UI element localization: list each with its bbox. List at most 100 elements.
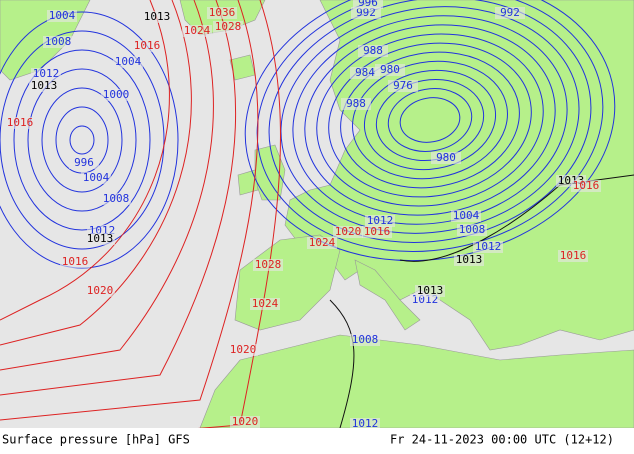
label-bg bbox=[307, 237, 337, 249]
label-bg bbox=[47, 10, 77, 22]
isobar-label: 992 bbox=[356, 6, 376, 19]
label-bg bbox=[495, 7, 525, 19]
isobar-label: 1008 bbox=[459, 223, 486, 236]
isobar bbox=[0, 0, 259, 421]
label-bg bbox=[253, 259, 283, 271]
label-bg bbox=[101, 89, 131, 101]
isobar-label: 1004 bbox=[49, 9, 76, 22]
label-bg bbox=[230, 416, 260, 428]
label-bg bbox=[473, 241, 503, 253]
isobar-label: 1008 bbox=[103, 192, 130, 205]
label-bg bbox=[182, 25, 212, 37]
isobar bbox=[0, 0, 214, 371]
label-bg bbox=[341, 98, 371, 110]
isobar bbox=[340, 51, 520, 189]
isobar-label: 1028 bbox=[215, 20, 242, 33]
isobar-label: 1004 bbox=[453, 209, 480, 222]
isobar-label: 1020 bbox=[335, 225, 362, 238]
isobar-label: 996 bbox=[358, 0, 378, 9]
isobar-label: 1016 bbox=[7, 116, 34, 129]
isobar-label: 1008 bbox=[45, 35, 72, 48]
isobar-label: 988 bbox=[346, 97, 366, 110]
isobar bbox=[69, 125, 95, 155]
isobar bbox=[256, 0, 604, 253]
isobar bbox=[292, 15, 568, 225]
label-bg bbox=[81, 172, 111, 184]
isobar-label: 976 bbox=[393, 79, 413, 92]
isobar-label: 1016 bbox=[573, 179, 600, 192]
label-bg bbox=[431, 152, 461, 164]
isobar bbox=[352, 60, 508, 180]
footer-bar bbox=[0, 428, 634, 450]
isobar bbox=[316, 33, 544, 207]
isobar-label: 988 bbox=[363, 44, 383, 57]
label-bg bbox=[350, 67, 380, 79]
valid-time: Fr 24-11-2023 00:00 UTC (12+12) bbox=[390, 433, 614, 447]
isobar bbox=[27, 68, 137, 212]
isobar bbox=[41, 87, 123, 193]
isobar-label: 1013 bbox=[456, 253, 483, 266]
label-bg bbox=[132, 40, 162, 52]
label-bg bbox=[388, 80, 418, 92]
isobar-label: 1012 bbox=[367, 214, 394, 227]
label-bg bbox=[101, 193, 131, 205]
isobar-label: 1016 bbox=[134, 39, 161, 52]
label-bg bbox=[60, 256, 90, 268]
isobar-label: 1008 bbox=[352, 333, 379, 346]
isobar-label: 1012 bbox=[33, 67, 60, 80]
isobar bbox=[0, 0, 192, 346]
isobar bbox=[0, 0, 237, 396]
isobar-label: 1016 bbox=[62, 255, 89, 268]
isobar bbox=[280, 6, 580, 234]
isobar-label: 1000 bbox=[103, 88, 130, 101]
isobar-label: 1020 bbox=[232, 415, 259, 428]
isobar-label: 1028 bbox=[255, 258, 282, 271]
isobar bbox=[13, 49, 151, 231]
isobar-label: 1016 bbox=[560, 249, 587, 262]
isobar bbox=[399, 97, 461, 143]
label-bg bbox=[353, 0, 383, 9]
label-bg bbox=[43, 36, 73, 48]
label-bg bbox=[69, 157, 99, 169]
isobar-label: 1020 bbox=[230, 343, 257, 356]
isobar-label: 996 bbox=[74, 156, 94, 169]
label-bg bbox=[250, 298, 280, 310]
isobar-label: 1036 bbox=[209, 6, 236, 19]
isobar-label: 1013 bbox=[417, 284, 444, 297]
isobar-label: 1024 bbox=[252, 297, 279, 310]
label-bg bbox=[142, 11, 172, 23]
label-bg bbox=[375, 64, 405, 76]
isobar-label: 1024 bbox=[309, 236, 336, 249]
isobar-label: 980 bbox=[380, 63, 400, 76]
label-bg bbox=[29, 80, 59, 92]
isobar bbox=[399, 174, 634, 262]
label-bg bbox=[85, 285, 115, 297]
isobar-label: 1012 bbox=[475, 240, 502, 253]
isobar bbox=[0, 0, 281, 446]
label-bg bbox=[207, 7, 237, 19]
isobar-label: 980 bbox=[436, 151, 456, 164]
isobar-label: 1013 bbox=[144, 10, 171, 23]
isobar-label: 1016 bbox=[364, 225, 391, 238]
isobar-label: 1020 bbox=[87, 284, 114, 297]
isobar-label: 1013 bbox=[31, 79, 58, 92]
isobar bbox=[0, 0, 170, 321]
label-bg bbox=[31, 68, 61, 80]
isobar bbox=[387, 88, 473, 152]
label-bg bbox=[571, 180, 601, 192]
label-bg bbox=[228, 344, 258, 356]
isobar-label: 984 bbox=[355, 66, 375, 79]
isobar bbox=[0, 30, 165, 250]
isobar-label: 1012 bbox=[352, 417, 379, 430]
label-bg bbox=[113, 56, 143, 68]
isobar-label: 1004 bbox=[115, 55, 142, 68]
label-bg bbox=[454, 254, 484, 266]
label-bg bbox=[457, 224, 487, 236]
label-bg bbox=[358, 45, 388, 57]
isobar bbox=[329, 299, 355, 429]
label-bg bbox=[351, 7, 381, 19]
label-bg bbox=[333, 226, 363, 238]
label-bg bbox=[350, 334, 380, 346]
